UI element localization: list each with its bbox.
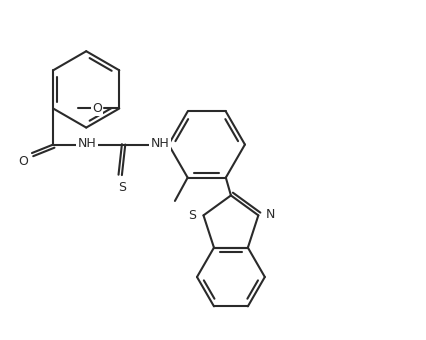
Text: O: O — [18, 155, 28, 168]
Text: S: S — [118, 182, 126, 194]
Text: NH: NH — [150, 137, 169, 150]
Text: S: S — [187, 209, 196, 222]
Text: N: N — [265, 208, 275, 221]
Text: NH: NH — [78, 137, 96, 150]
Text: O: O — [92, 102, 102, 115]
